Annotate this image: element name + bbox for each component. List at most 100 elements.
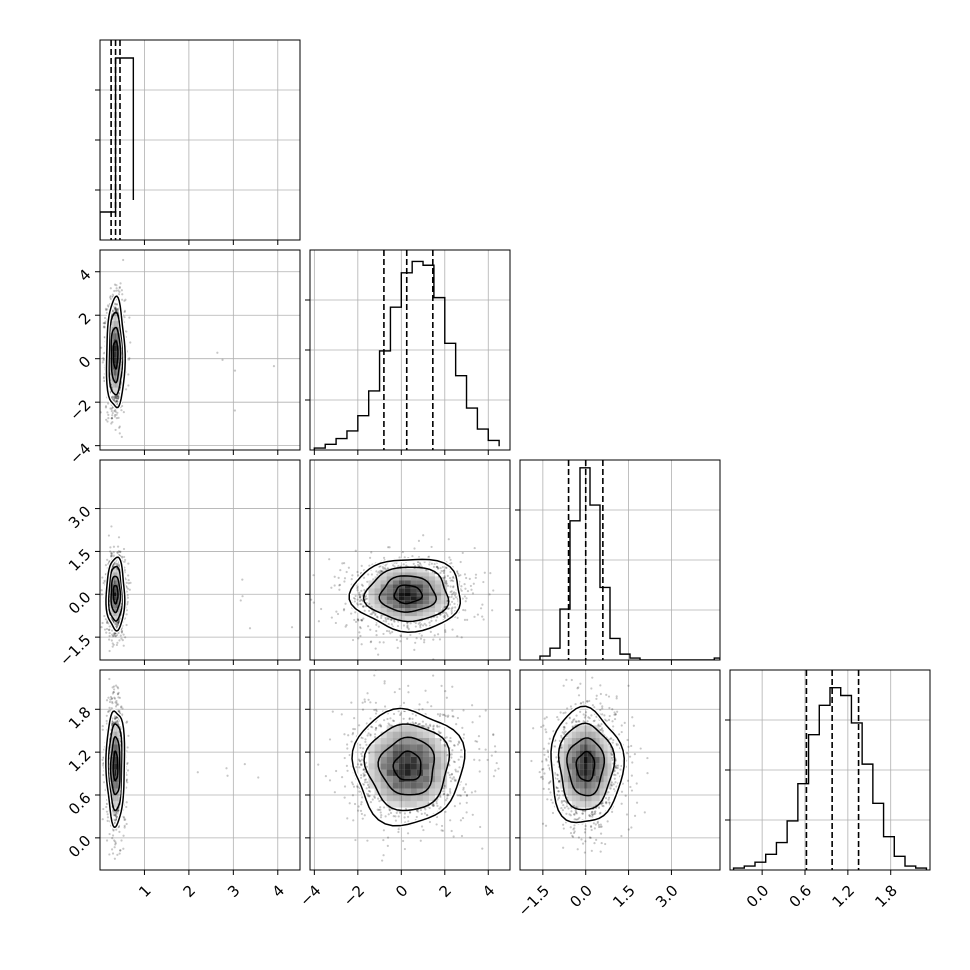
density-bin	[567, 750, 572, 757]
density-bin	[119, 608, 121, 613]
scatter-point	[611, 708, 614, 711]
density-bin	[115, 576, 117, 581]
scatter-point	[361, 605, 365, 608]
x-tick-label: 1.8	[871, 882, 901, 912]
density-bin	[116, 345, 118, 352]
scatter-panel-2-1	[305, 459, 511, 665]
density-bin	[109, 584, 112, 589]
scatter-point	[599, 850, 602, 853]
scatter-panel-3-0: 1 2 3 40.00.61.21.8	[65, 669, 301, 901]
density-bin	[441, 604, 448, 609]
density-bin	[114, 788, 116, 795]
density-bin	[422, 612, 430, 617]
contours	[103, 709, 127, 830]
density-bin	[380, 782, 387, 789]
density-bin	[571, 794, 576, 802]
scatter-point	[366, 783, 370, 787]
scatter-point	[419, 626, 422, 629]
scatter-point	[125, 586, 128, 589]
scatter-point	[113, 306, 117, 309]
scatter-point	[108, 638, 111, 641]
scatter-point	[376, 808, 379, 811]
density-bin	[117, 616, 119, 621]
y-tick-label: 0.0	[65, 588, 95, 618]
density-bin	[114, 321, 116, 328]
scatter-point	[110, 697, 114, 700]
scatter-point	[439, 566, 442, 570]
scatter-point	[389, 717, 392, 720]
density-bin	[386, 596, 393, 601]
density-bin	[571, 782, 576, 789]
density-bin	[374, 600, 381, 605]
scatter-point	[436, 616, 439, 619]
density-bin	[112, 339, 114, 346]
scatter-point	[113, 846, 116, 849]
density-bin	[112, 321, 114, 328]
scatter-point	[571, 725, 574, 728]
density-bin	[115, 616, 117, 621]
scatter-point	[438, 725, 441, 728]
scatter-point	[417, 539, 421, 543]
scatter-point	[379, 724, 382, 727]
density-bin	[603, 769, 608, 776]
scatter-point	[446, 793, 449, 796]
density-bin	[587, 788, 592, 795]
scatter-point	[633, 814, 637, 817]
density-bin	[410, 592, 417, 597]
scatter-point	[389, 632, 392, 635]
scatter-point	[114, 395, 118, 399]
scatter-point	[103, 326, 106, 329]
scatter-point	[447, 538, 450, 541]
scatter-point	[448, 739, 451, 743]
scatter-point	[557, 779, 561, 783]
density-bin	[113, 600, 115, 605]
scatter-point	[630, 789, 634, 792]
scatter-point	[114, 308, 117, 312]
scatter-point	[109, 555, 113, 558]
scatter-point	[114, 400, 117, 403]
scatter-point	[122, 847, 125, 850]
density-bin	[118, 576, 120, 581]
density-bin	[416, 788, 423, 795]
scatter-point	[607, 791, 610, 794]
scatter-point	[600, 728, 603, 731]
scatter-point	[359, 598, 362, 601]
scatter-point	[108, 706, 111, 709]
scatter-point	[411, 717, 414, 720]
scatter-point	[465, 576, 468, 580]
scatter-point	[458, 741, 461, 744]
density-bin	[374, 588, 381, 593]
density-bin	[410, 612, 417, 617]
scatter-point	[125, 609, 128, 612]
scatter-point	[368, 609, 371, 612]
scatter-point	[241, 578, 244, 581]
density-bin	[595, 744, 600, 751]
scatter-point	[588, 814, 591, 817]
scatter-point	[114, 303, 117, 306]
density-bin	[115, 600, 117, 605]
density-bin	[435, 775, 442, 783]
scatter-point	[370, 613, 373, 616]
scatter-point	[574, 703, 577, 706]
density-bin	[113, 572, 115, 577]
scatter-point	[117, 620, 120, 623]
density-bin	[607, 782, 612, 789]
density-bin	[120, 763, 122, 770]
contours	[347, 557, 463, 635]
scatter-point	[561, 808, 564, 812]
density-bin	[115, 321, 117, 328]
density-bin	[416, 568, 423, 573]
scatter-point	[581, 842, 585, 845]
density-bin	[599, 737, 604, 745]
scatter-point	[122, 633, 125, 636]
scatter-point	[363, 588, 366, 592]
scatter-point	[600, 723, 603, 726]
scatter-point	[115, 699, 118, 703]
scatter-point	[431, 804, 435, 807]
scatter-point	[530, 759, 533, 763]
scatter-point	[373, 796, 377, 799]
scatter-point	[399, 712, 402, 715]
scatter-point	[568, 813, 571, 816]
scatter-point	[107, 469, 109, 471]
scatter-point	[626, 752, 629, 755]
